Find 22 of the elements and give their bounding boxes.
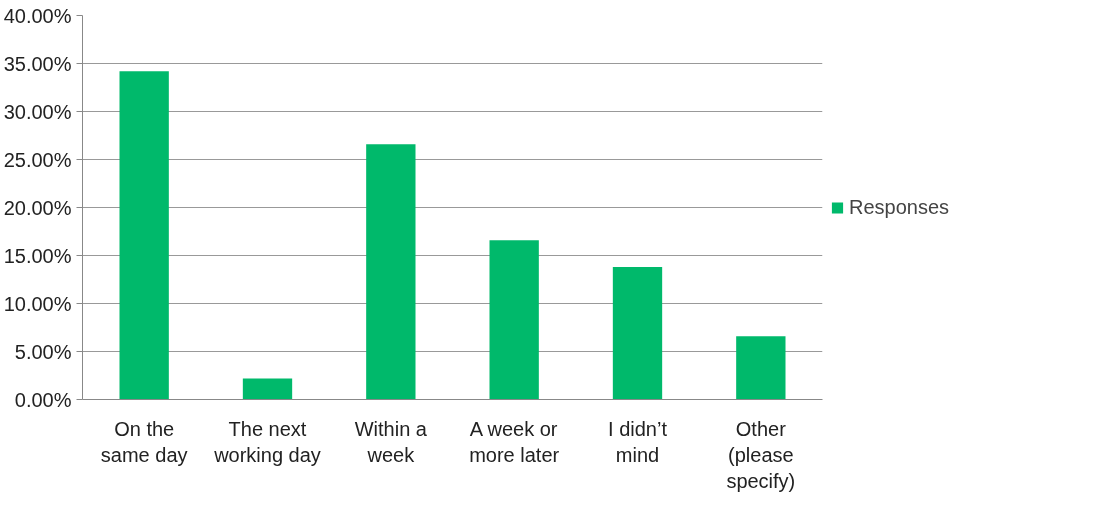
bar (242, 378, 293, 400)
x-tick-label: On the same day (100, 417, 188, 466)
x-tick-label: A week or more later (469, 417, 560, 466)
bar (612, 267, 663, 400)
bar (366, 144, 416, 400)
legend-label: Responses (849, 195, 950, 219)
y-tick-label: 25.00% (3, 148, 72, 171)
bar (489, 240, 539, 400)
x-tick-label: Within a week (354, 417, 428, 466)
y-tick-label: 10.00% (3, 292, 72, 315)
x-tick-label: The next working day (213, 417, 321, 466)
x-tick-label: Other (please specify) (726, 417, 796, 493)
y-tick-label: 40.00% (3, 4, 72, 27)
bar (736, 336, 786, 400)
y-tick-label: 20.00% (3, 196, 72, 219)
x-tick-label: I didn’t mind (608, 417, 668, 466)
y-tick-label: 5.00% (14, 340, 72, 363)
y-tick-label: 30.00% (3, 100, 72, 123)
y-tick-label: 35.00% (3, 52, 72, 75)
y-tick-label: 0.00% (14, 388, 72, 411)
bar (119, 71, 169, 400)
y-tick-label: 15.00% (3, 244, 72, 267)
